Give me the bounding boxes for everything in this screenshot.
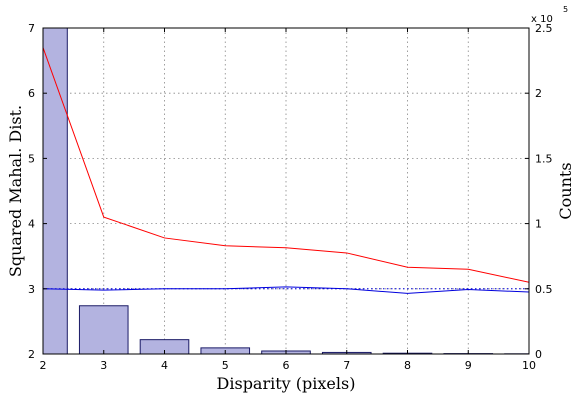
x-tick-label: 7 bbox=[343, 359, 350, 372]
x-axis-label: Disparity (pixels) bbox=[217, 374, 356, 393]
right-axis-multiplier: x 10 bbox=[531, 14, 553, 25]
y-right-tick-label: 1 bbox=[535, 218, 542, 231]
y-right-tick-label: 1.5 bbox=[535, 152, 553, 165]
y-left-tick-label: 3 bbox=[28, 283, 35, 296]
y-left-tick-label: 2 bbox=[28, 348, 35, 361]
x-tick-label: 5 bbox=[222, 359, 229, 372]
y-left-tick-label: 7 bbox=[28, 22, 35, 35]
y-axis-left-label: Squared Mahal. Dist. bbox=[6, 105, 25, 277]
series-line bbox=[42, 286, 530, 294]
y-right-tick-label: 0.5 bbox=[535, 283, 553, 296]
y-left-tick-label: 4 bbox=[28, 218, 35, 231]
bar bbox=[78, 305, 129, 355]
y-right-tick-label: 2.5 bbox=[535, 22, 553, 35]
x-tick-label: 9 bbox=[465, 359, 472, 372]
x-tick-label: 4 bbox=[161, 359, 168, 372]
y-right-tick-label: 2 bbox=[535, 87, 542, 100]
lines bbox=[42, 47, 530, 294]
grid bbox=[43, 28, 529, 354]
right-axis-exponent: 5 bbox=[563, 5, 568, 14]
x-tick-label: 2 bbox=[40, 359, 47, 372]
y-right-tick-label: 0 bbox=[535, 348, 542, 361]
x-tick-label: 8 bbox=[404, 359, 411, 372]
x-tick-label: 10 bbox=[522, 359, 536, 372]
tick-labels: 2 3 4 5 6 7 8 9 10 2 3 4 5 6 7 0 0.5 1 1.5 2 2.5 bbox=[28, 22, 553, 372]
series-line bbox=[42, 47, 530, 283]
bar bbox=[42, 27, 68, 355]
x-tick-label: 6 bbox=[283, 359, 290, 372]
y-left-tick-label: 6 bbox=[28, 87, 35, 100]
y-left-tick-label: 5 bbox=[28, 152, 35, 165]
y-axis-right-label: Counts bbox=[556, 162, 575, 219]
x-tick-label: 3 bbox=[100, 359, 107, 372]
tick-marks bbox=[42, 27, 530, 355]
